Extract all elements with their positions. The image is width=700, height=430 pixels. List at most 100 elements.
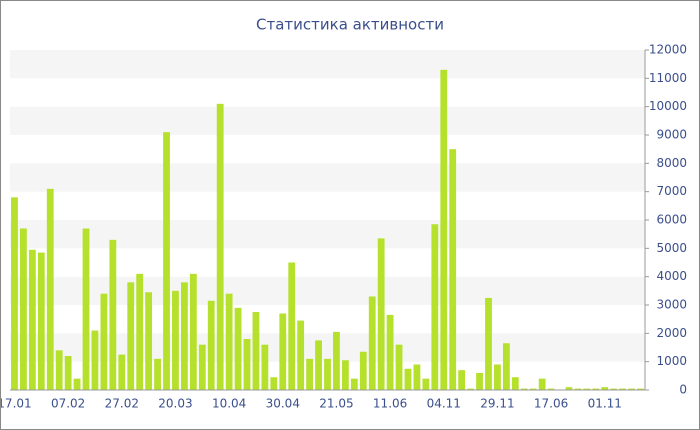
bar [145, 292, 153, 390]
bar [315, 340, 322, 390]
x-tick-label: 30.04 [266, 397, 300, 411]
bar [395, 344, 403, 390]
x-tick-label: 27.02 [105, 397, 139, 411]
bar [37, 252, 45, 390]
bar [511, 377, 519, 390]
bar [163, 132, 170, 390]
chart-title: Статистика активности [256, 16, 444, 34]
y-tick-label: 7000 [656, 184, 687, 198]
x-tick-label: 20.03 [158, 397, 192, 411]
bar [234, 307, 242, 390]
bar [189, 273, 197, 390]
bar [476, 373, 483, 390]
y-tick-label: 0 [679, 383, 687, 397]
bar [404, 368, 412, 390]
y-tick-label: 6000 [656, 213, 687, 227]
bar [449, 149, 457, 390]
bar [458, 370, 466, 390]
grid-band [10, 106, 645, 135]
bar [288, 262, 296, 390]
bar [198, 344, 206, 390]
x-tick-label: 10.04 [212, 397, 246, 411]
bar [73, 378, 81, 390]
bar [181, 282, 188, 390]
bar [333, 331, 340, 390]
bar [592, 388, 600, 390]
x-tick-label: 17.06 [534, 397, 568, 411]
bar [55, 350, 63, 390]
bar [601, 387, 609, 390]
bar [538, 378, 546, 390]
bar [341, 360, 349, 390]
plot-area: 0 1000 2000 3000 4000 5000 6000 7000 8000 9000 100… [0, 43, 687, 411]
bar [547, 388, 555, 390]
y-tick-label: 1000 [656, 354, 687, 368]
bar [46, 188, 54, 390]
bar [324, 358, 331, 390]
bar [216, 103, 224, 390]
bar [574, 388, 582, 390]
bar [270, 377, 278, 390]
x-tick-label: 04.11 [427, 397, 461, 411]
y-tick-label: 4000 [656, 269, 687, 283]
bar [28, 249, 36, 390]
bar [619, 388, 627, 390]
x-tick-label: 29.11 [480, 397, 514, 411]
y-tick-label: 5000 [656, 241, 687, 255]
y-tick-label: 11000 [649, 71, 687, 85]
x-tick-label: 01.11 [588, 397, 622, 411]
x-tick-label: 07.02 [51, 397, 85, 411]
bar [243, 339, 251, 390]
bar [127, 282, 135, 390]
x-tick-label: 11.06 [373, 397, 407, 411]
y-tick-label: 2000 [656, 326, 687, 340]
grid-band [10, 220, 645, 249]
bar [377, 238, 385, 390]
bar [583, 388, 591, 390]
bar [565, 387, 573, 390]
x-tick-label: 17.01 [0, 397, 32, 411]
bar [20, 228, 27, 390]
y-tick-label: 12000 [649, 43, 687, 57]
bar [207, 300, 215, 390]
bar [485, 297, 492, 390]
y-tick-label: 3000 [656, 298, 687, 312]
y-tick-label: 10000 [649, 99, 687, 113]
y-tick-label: 8000 [656, 156, 687, 170]
bar [306, 358, 314, 390]
bar [368, 296, 376, 390]
bar [136, 273, 144, 390]
bar [467, 388, 474, 390]
bar [261, 344, 269, 390]
bar [413, 364, 421, 390]
y-tick-label: 9000 [656, 128, 687, 142]
bar [100, 293, 108, 390]
bar [431, 224, 439, 390]
bar [386, 314, 394, 390]
bar [610, 388, 618, 390]
bar [11, 197, 18, 390]
bar [154, 358, 161, 390]
bar [359, 351, 367, 390]
bar [118, 354, 126, 390]
bar [494, 364, 501, 390]
bar [440, 69, 448, 390]
bar [520, 388, 528, 390]
bar [64, 356, 72, 390]
bar [82, 228, 90, 390]
x-tick-label: 21.05 [319, 397, 353, 411]
bar [502, 343, 510, 390]
bar [637, 388, 644, 390]
bar [297, 320, 305, 390]
bar [350, 378, 358, 390]
bar [252, 312, 260, 390]
bar [109, 239, 117, 390]
bar [628, 388, 635, 390]
grid-band [10, 163, 645, 192]
bar [91, 330, 99, 390]
bar [172, 290, 179, 390]
bar [422, 378, 430, 390]
bar [279, 313, 287, 390]
bar [529, 388, 537, 390]
